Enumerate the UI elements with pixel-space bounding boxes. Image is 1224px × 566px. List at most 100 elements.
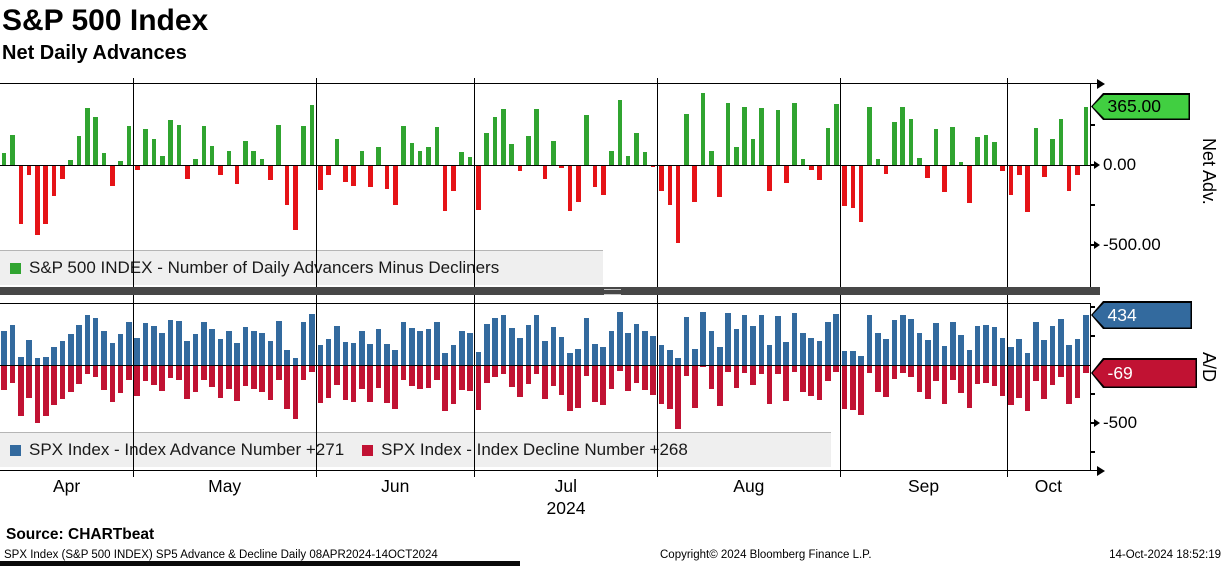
decline-bar (833, 365, 839, 373)
advance-bar (650, 336, 656, 365)
decline-bar (209, 365, 215, 388)
bottom-legend-strip: SPX Index - Index Advance Number +271 SP… (0, 432, 831, 467)
advance-bar (342, 341, 349, 365)
advance-bar (375, 329, 382, 365)
legend-item-declines[interactable]: SPX Index - Index Decline Number +268 (362, 440, 688, 460)
decline-bar (34, 365, 41, 423)
net-advances-last-value-tag: 365.00 (1091, 93, 1190, 120)
advance-bar (833, 313, 839, 365)
advance-bar (908, 318, 914, 365)
advance-bar (192, 333, 199, 365)
net-adv-down-bar (600, 165, 606, 195)
net-adv-down-bar (326, 165, 331, 175)
advance-bar (500, 315, 507, 365)
advance-bar (292, 358, 299, 365)
advance-bar (741, 314, 748, 365)
decline-bar (400, 365, 407, 380)
net-adv-up-bar (259, 158, 265, 165)
decline-bar (949, 365, 956, 381)
net-adv-down-bar (184, 165, 190, 179)
decline-bar (542, 365, 548, 400)
advance-bar (1074, 339, 1081, 365)
net-adv-down-bar (26, 165, 32, 176)
advance-bar (142, 322, 149, 365)
advance-bar (325, 339, 332, 365)
decline-bar (933, 365, 939, 382)
decline-bar (517, 365, 523, 397)
net-adv-down-bar (717, 165, 723, 197)
decline-bar (392, 365, 399, 409)
decline-bar (284, 365, 290, 409)
net-adv-up-bar (501, 109, 506, 165)
net-adv-down-bar (1000, 165, 1005, 171)
net-adv-down-bar (1075, 165, 1080, 175)
decline-bar (633, 365, 640, 383)
decline-bar (475, 365, 482, 411)
top-axis-line (0, 83, 1097, 85)
decline-bar (550, 365, 557, 386)
net-adv-down-bar (343, 165, 348, 182)
net-adv-up-bar (750, 139, 756, 165)
net-adv-up-bar (725, 103, 731, 165)
net-adv-down-bar (284, 165, 290, 205)
decline-bar (508, 365, 515, 387)
legend-item-advances[interactable]: SPX Index - Index Advance Number +271 (10, 440, 344, 460)
bottom-major-tick (1090, 422, 1095, 424)
decline-bar (275, 365, 282, 380)
net-adv-down-bar (367, 165, 373, 188)
advance-bar (675, 358, 681, 365)
net-adv-down-bar (451, 165, 456, 191)
advance-bar (691, 349, 698, 365)
decline-bar (292, 365, 299, 419)
net-adv-down-bar (842, 165, 847, 206)
decline-bar (800, 365, 806, 392)
net-adv-up-bar (168, 120, 173, 165)
decline-bar (126, 365, 132, 380)
decline-bar (525, 365, 532, 384)
advance-bar (891, 320, 898, 365)
panel-separator (0, 287, 1100, 295)
declines-last-value-tag: -69 (1091, 358, 1197, 388)
net-adv-up-bar (526, 136, 531, 165)
advance-bar (267, 341, 274, 365)
month-gridline (657, 78, 659, 477)
decline-bar (966, 365, 973, 409)
advance-bar (816, 341, 823, 365)
net-adv-up-bar (301, 125, 306, 165)
decline-bar (974, 365, 981, 385)
net-adv-up-bar (409, 143, 415, 165)
net-adv-down-bar (850, 165, 856, 209)
separator-drag-handle-icon[interactable] (604, 289, 621, 295)
decline-bar (259, 365, 265, 392)
page-subtitle: Net Daily Advances (2, 42, 187, 64)
advance-bar (533, 315, 540, 365)
net-adv-up-bar (126, 125, 132, 165)
legend-item-net-advances[interactable]: S&P 500 INDEX - Number of Daily Advancer… (10, 258, 499, 278)
decline-bar (850, 365, 856, 410)
decline-bar (67, 365, 74, 393)
decline-bar (667, 365, 673, 409)
net-adv-up-bar (1083, 106, 1089, 165)
decline-bar (608, 365, 615, 389)
decline-bar (42, 365, 49, 416)
advance-bar (434, 321, 440, 365)
source-text: Source: CHARTbeat (6, 526, 155, 543)
advance-bar (974, 325, 981, 365)
net-adv-down-bar (134, 165, 140, 170)
advance-bar (575, 349, 582, 365)
net-adv-up-bar (709, 150, 714, 165)
advance-bar (359, 330, 365, 365)
decline-bar (733, 365, 740, 388)
decline-bar (1016, 365, 1023, 398)
net-adv-up-bar (992, 141, 997, 165)
advance-bar (858, 356, 864, 365)
decline-bar (226, 365, 232, 389)
net-adv-up-bar (634, 133, 639, 165)
net-adv-down-bar (43, 165, 49, 225)
decline-bar (916, 365, 923, 392)
decline-bar (192, 365, 199, 393)
net-adv-up-bar (492, 117, 498, 165)
advance-bar (1024, 352, 1031, 365)
net-adv-down-bar (575, 165, 581, 202)
advance-bar (841, 350, 848, 365)
